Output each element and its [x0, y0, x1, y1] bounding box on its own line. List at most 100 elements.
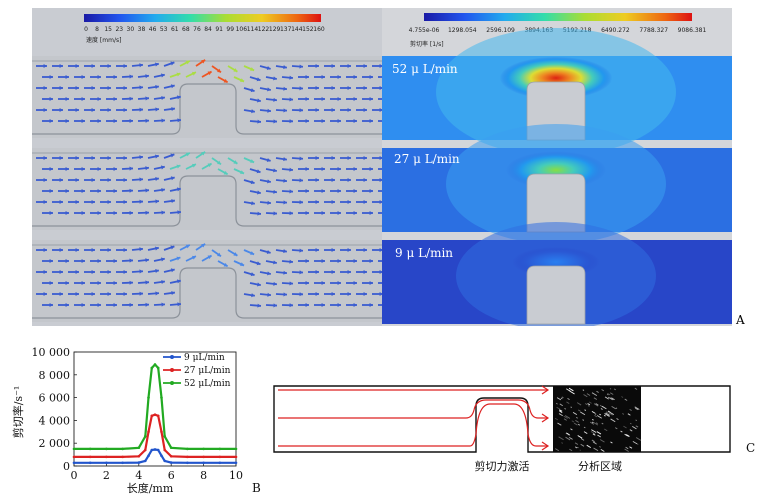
velocity-arrow-head [123, 269, 127, 275]
velocity-arrow-head [353, 210, 357, 216]
velocity-arrow-head [321, 188, 325, 194]
series-point [160, 454, 163, 458]
velocity-arrow-head [363, 291, 367, 297]
velocity-arrow-head [97, 96, 101, 102]
series-point [234, 461, 238, 465]
velocity-arrow-head [170, 176, 175, 181]
velocity-arrow-head [299, 292, 303, 297]
velocity-arrow-head [145, 74, 149, 79]
shear-pillar [526, 265, 586, 325]
velocity-arrow-head [176, 95, 181, 100]
velocity-arrow-head [250, 272, 255, 277]
velocity-arrow-head [250, 159, 255, 163]
velocity-arrow-head [129, 258, 133, 263]
panel-a: 0 8 15 23 30 38 46 53 61 68 76 84 91 99 106 114 122 129 13… [32, 8, 732, 326]
velocity-arrow-head [353, 302, 357, 308]
platelet-speckle [592, 433, 596, 436]
y-tick-label: 4 000 [39, 414, 71, 427]
velocity-arrow-head [49, 302, 53, 308]
velocity-arrow-head [49, 210, 53, 216]
velocity-arrow-head [43, 155, 47, 161]
platelet-speckle [589, 421, 595, 425]
platelet-speckle [559, 409, 562, 412]
velocity-arrow-head [97, 188, 101, 194]
velocity-arrow-head [170, 84, 175, 89]
flow-label-9: 9 μ L/min [395, 246, 453, 260]
platelet-speckle [627, 413, 631, 416]
platelet-speckle [623, 425, 627, 429]
velocity-arrow-head [299, 248, 303, 253]
velocity-arrow-head [240, 78, 245, 82]
velocity-arrow-head [289, 167, 293, 172]
velocity-arrow-head [305, 302, 309, 308]
velocity-arrow-head [321, 280, 325, 286]
platelet-speckle [554, 417, 559, 421]
shear-colorbar-tick: 1298.054 [448, 27, 477, 34]
series-point [163, 448, 167, 452]
velocity-arrow-head [337, 258, 341, 264]
shear-colorbar-tick: 6490.272 [601, 27, 630, 34]
platelet-speckle [556, 397, 562, 401]
platelet-speckle [593, 441, 597, 445]
velocity-arrow-head [315, 199, 319, 205]
velocity-arrow-head [353, 258, 357, 264]
velocity-arrow-head [75, 291, 79, 297]
velocity-arrow-head [315, 107, 319, 113]
velocity-arrow-head [49, 74, 53, 80]
velocity-arrow-head [257, 211, 261, 216]
velocity-arrow-head [363, 107, 367, 113]
velocity-arrow-head [289, 281, 293, 286]
velocity-arrow-head [289, 303, 293, 308]
velocity-arrow-head [363, 85, 367, 91]
legend-marker [170, 355, 174, 359]
velocity-arrow-head [267, 87, 271, 92]
flow-label-27: 27 μ L/min [394, 152, 460, 166]
x-tick-label: 0 [71, 469, 78, 482]
velocity-arrow-head [305, 210, 309, 216]
velocity-arrow-head [49, 96, 53, 102]
series-point [234, 447, 238, 451]
channel-pillar [32, 83, 382, 135]
platelet-speckle [558, 413, 563, 417]
platelet-speckle [577, 409, 581, 412]
velocity-arrow-head [257, 190, 261, 195]
velocity-arrow-head [129, 118, 133, 123]
series-point [147, 430, 150, 434]
velocity-arrow-head [185, 60, 190, 65]
series-point [105, 447, 108, 451]
series-point [186, 461, 189, 465]
velocity-channels [32, 56, 389, 322]
series-point [163, 435, 167, 438]
series-point [88, 447, 92, 451]
velocity-arrow-head [299, 86, 303, 91]
flow-label-52: 52 μ L/min [392, 62, 458, 76]
velocity-arrow-head [97, 74, 101, 80]
platelet-speckle [560, 397, 563, 400]
velocity-arrow-head [161, 187, 165, 193]
velocity-arrow-head [331, 269, 335, 275]
velocity-arrow-head [321, 258, 325, 264]
platelet-speckle [566, 388, 571, 392]
velocity-arrow-head [75, 269, 79, 275]
shear-channels [382, 28, 732, 326]
velocity-arrow-head [217, 252, 222, 257]
velocity-arrow-head [379, 155, 383, 161]
shear-colorbar-label: 剪切率 [1/s] [410, 40, 444, 48]
platelet-speckle [561, 442, 564, 444]
velocity-arrow-head [283, 178, 287, 183]
series-point [150, 414, 154, 418]
series-point [72, 447, 76, 451]
series-point [169, 461, 173, 464]
velocity-arrow-head [337, 302, 341, 308]
platelet-speckle [624, 398, 628, 401]
platelet-speckle [566, 401, 570, 404]
velocity-arrow-head [305, 74, 309, 80]
platelet-speckle [567, 397, 570, 401]
platelet-speckle [601, 405, 607, 410]
velocity-arrow-head [97, 258, 101, 264]
velocity-arrow-head [289, 119, 293, 124]
platelet-speckle [611, 397, 615, 401]
series-point [169, 446, 173, 450]
velocity-colorbar-tick: 129 [269, 26, 281, 33]
velocity-arrow-head [379, 85, 383, 91]
